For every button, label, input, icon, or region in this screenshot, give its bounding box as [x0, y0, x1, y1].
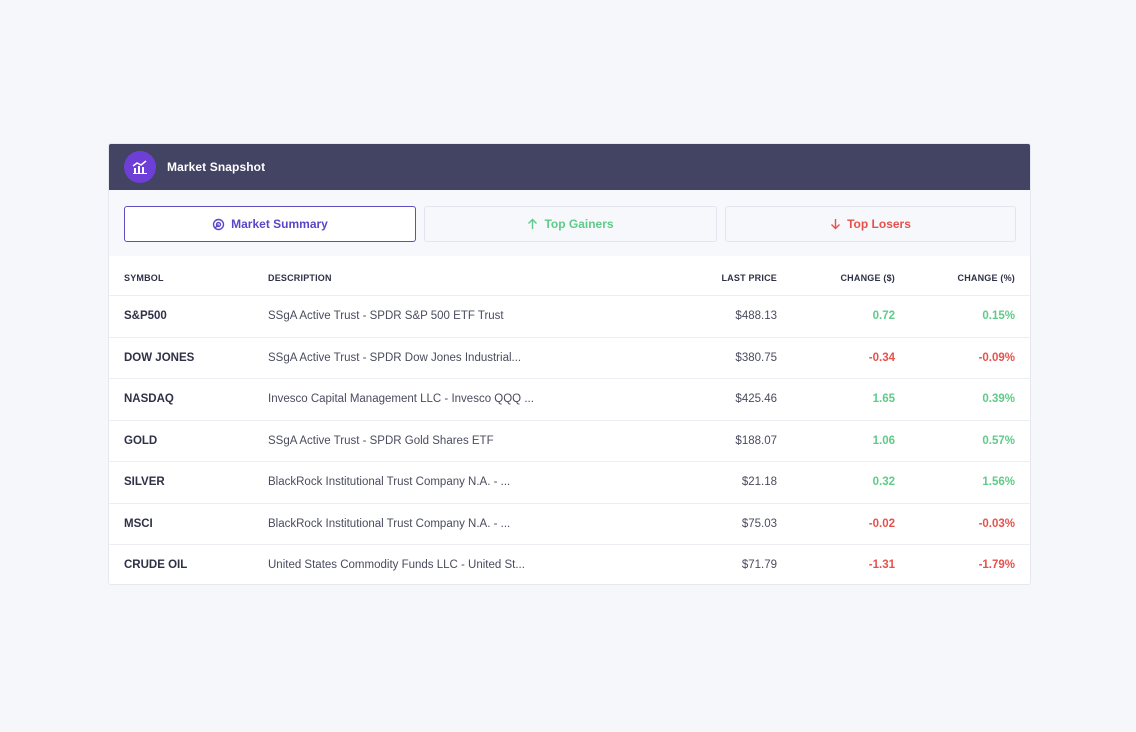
- tab-label: Top Gainers: [544, 217, 614, 231]
- table-body: S&P500 SSgA Active Trust - SPDR S&P 500 …: [109, 296, 1030, 584]
- price-cell: $75.03: [741, 517, 777, 530]
- table-row[interactable]: CRUDE OIL United States Commodity Funds …: [109, 545, 1030, 584]
- description-cell: United States Commodity Funds LLC - Unit…: [268, 559, 525, 571]
- table-row[interactable]: S&P500 SSgA Active Trust - SPDR S&P 500 …: [109, 296, 1030, 338]
- symbol-cell: DOW JONES: [124, 351, 195, 364]
- price-cell: $425.46: [735, 393, 777, 405]
- change-pct-cell: 0.57%: [982, 434, 1015, 447]
- market-snapshot-card: Market Snapshot Market Summary Top Gaine…: [108, 143, 1031, 585]
- change-cell: -1.31: [868, 559, 895, 571]
- price-cell: $188.07: [735, 434, 777, 447]
- column-header-last-price[interactable]: LAST PRICE: [721, 273, 777, 283]
- table-row[interactable]: SILVER BlackRock Institutional Trust Com…: [109, 462, 1030, 504]
- change-pct-cell: -1.79%: [978, 559, 1015, 571]
- card-title: Market Snapshot: [167, 160, 266, 174]
- description-cell: Invesco Capital Management LLC - Invesco…: [268, 393, 534, 405]
- price-cell: $488.13: [735, 310, 777, 322]
- table-row[interactable]: GOLD SSgA Active Trust - SPDR Gold Share…: [109, 421, 1030, 462]
- price-cell: $380.75: [735, 351, 777, 364]
- change-pct-cell: 1.56%: [982, 476, 1015, 488]
- change-cell: 0.32: [872, 476, 895, 488]
- arrow-up-icon: [527, 218, 538, 230]
- tab-top-gainers[interactable]: Top Gainers: [424, 206, 717, 242]
- change-cell: 0.72: [872, 310, 895, 322]
- tab-market-summary[interactable]: Market Summary: [124, 206, 416, 242]
- description-cell: SSgA Active Trust - SPDR Gold Shares ETF: [268, 434, 494, 447]
- table-row[interactable]: NASDAQ Invesco Capital Management LLC - …: [109, 379, 1030, 421]
- symbol-cell: CRUDE OIL: [124, 559, 188, 571]
- tab-label: Top Losers: [847, 217, 911, 231]
- tab-top-losers[interactable]: Top Losers: [725, 206, 1016, 242]
- symbol-cell: GOLD: [124, 434, 158, 447]
- summary-icon: [212, 218, 225, 231]
- tab-bar: Market Summary Top Gainers Top Losers: [109, 190, 1030, 256]
- chart-icon: [124, 151, 156, 183]
- change-pct-cell: -0.03%: [978, 517, 1015, 530]
- change-pct-cell: -0.09%: [978, 351, 1015, 364]
- symbol-cell: NASDAQ: [124, 393, 174, 405]
- column-header-symbol[interactable]: SYMBOL: [124, 273, 164, 283]
- price-cell: $21.18: [741, 476, 777, 488]
- change-pct-cell: 0.39%: [982, 393, 1015, 405]
- change-cell: -0.02: [868, 517, 895, 530]
- column-header-description[interactable]: DESCRIPTION: [268, 273, 332, 283]
- arrow-down-icon: [830, 218, 841, 230]
- table-row[interactable]: MSCI BlackRock Institutional Trust Compa…: [109, 504, 1030, 545]
- description-cell: SSgA Active Trust - SPDR Dow Jones Indus…: [268, 351, 522, 364]
- change-cell: 1.65: [872, 393, 895, 405]
- change-cell: -0.34: [868, 351, 895, 364]
- table-header: SYMBOL DESCRIPTION LAST PRICE CHANGE ($)…: [109, 256, 1030, 296]
- description-cell: BlackRock Institutional Trust Company N.…: [268, 476, 511, 488]
- column-header-change-usd[interactable]: CHANGE ($): [840, 273, 895, 283]
- change-cell: 1.06: [872, 434, 895, 447]
- symbol-cell: S&P500: [124, 310, 167, 322]
- price-cell: $71.79: [741, 559, 777, 571]
- card-header: Market Snapshot: [109, 144, 1030, 190]
- column-header-change-pct[interactable]: CHANGE (%): [957, 273, 1015, 283]
- symbol-cell: MSCI: [124, 517, 153, 530]
- symbol-cell: SILVER: [124, 476, 165, 488]
- change-pct-cell: 0.15%: [982, 310, 1015, 322]
- table-row[interactable]: DOW JONES SSgA Active Trust - SPDR Dow J…: [109, 338, 1030, 379]
- description-cell: BlackRock Institutional Trust Company N.…: [268, 517, 511, 530]
- description-cell: SSgA Active Trust - SPDR S&P 500 ETF Tru…: [268, 310, 504, 322]
- tab-label: Market Summary: [231, 217, 328, 231]
